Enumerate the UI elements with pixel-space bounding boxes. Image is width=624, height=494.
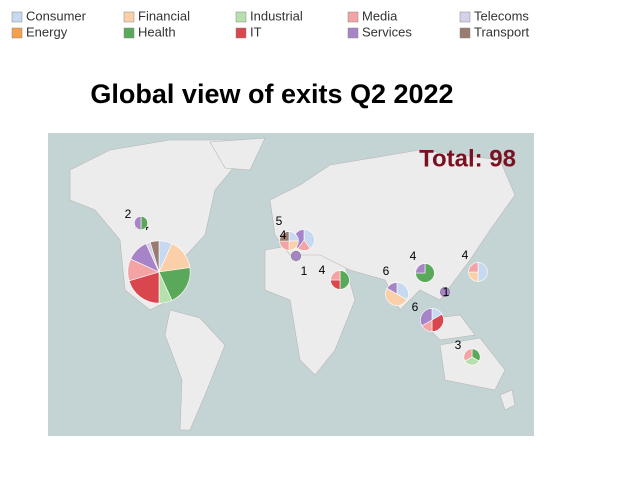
pie-slice: [420, 308, 433, 327]
legend-label: IT: [250, 24, 262, 39]
pie-count-label: 4: [462, 248, 469, 262]
pie-slice: [415, 263, 426, 274]
legend-swatch: [11, 11, 23, 23]
pie-count-label: 1: [301, 264, 308, 278]
pie-slice: [290, 251, 301, 262]
legend-label: Media: [362, 8, 398, 23]
pie-slice: [158, 267, 191, 301]
pie-slice: [140, 216, 148, 230]
legend-swatch: [123, 27, 135, 39]
pie-slice: [439, 286, 450, 297]
legend-label: Services: [362, 24, 412, 39]
pie-slice: [386, 282, 398, 295]
legend-swatch: [11, 27, 23, 39]
pie-slice: [279, 231, 290, 242]
pie-slice: [128, 271, 160, 304]
pie-count-label: 6: [383, 264, 390, 278]
pie-count-label: 4: [319, 263, 326, 277]
legend-label: Consumer: [26, 8, 87, 23]
pie-slice: [303, 229, 315, 249]
legend-label: Financial: [138, 8, 190, 23]
legend-label: Energy: [26, 24, 68, 39]
pie-count-label: 3: [455, 338, 462, 352]
total-label: Total: 98: [419, 145, 516, 172]
pie-count-label: 4: [280, 228, 287, 242]
title: Global view of exits Q2 2022: [90, 79, 453, 109]
pie-count-label: 6: [412, 300, 419, 314]
pie-count-label: 2: [125, 207, 132, 221]
legend-label: Transport: [474, 24, 530, 39]
pie-count-label: 5: [276, 214, 283, 228]
legend-swatch: [347, 11, 359, 23]
legend-swatch: [459, 11, 471, 23]
legend-swatch: [459, 27, 471, 39]
pie-count-label: 4: [410, 249, 417, 263]
pie-slice: [149, 240, 160, 273]
legend-swatch: [347, 27, 359, 39]
pie-slice: [339, 270, 350, 290]
map: [48, 133, 534, 436]
legend-label: Telecoms: [474, 8, 529, 23]
pie-slice: [330, 270, 341, 281]
pie-slice: [385, 287, 408, 306]
land: [69, 137, 516, 431]
pie-count-label: 1: [443, 285, 450, 299]
legend-swatch: [123, 11, 135, 23]
legend-swatch: [235, 11, 247, 23]
pie-slice: [463, 348, 473, 362]
pie-slice: [477, 262, 488, 282]
legend-swatch: [235, 27, 247, 39]
legend-label: Health: [138, 24, 176, 39]
pie-slice: [431, 313, 444, 332]
pie-slice: [468, 262, 479, 273]
pie-slice: [134, 216, 142, 230]
legend-label: Industrial: [250, 8, 303, 23]
